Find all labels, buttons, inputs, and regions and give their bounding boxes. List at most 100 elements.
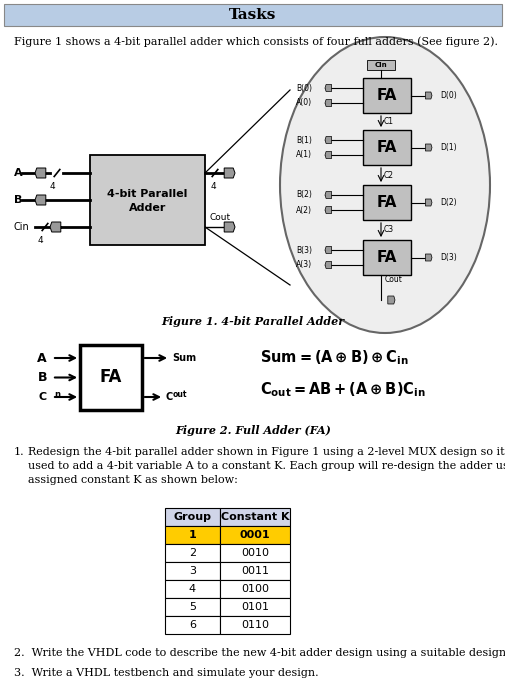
Text: D(0): D(0) <box>439 91 456 100</box>
Text: 3.  Write a VHDL testbench and simulate your design.: 3. Write a VHDL testbench and simulate y… <box>14 668 318 678</box>
Text: 5: 5 <box>189 602 195 612</box>
Polygon shape <box>324 262 331 269</box>
Polygon shape <box>324 206 331 214</box>
Bar <box>220 544 289 562</box>
Text: Figure 2. Full Adder (FA): Figure 2. Full Adder (FA) <box>175 425 330 436</box>
Polygon shape <box>387 296 394 304</box>
Text: B: B <box>37 371 47 384</box>
Text: C1: C1 <box>383 117 393 126</box>
Text: 1.: 1. <box>14 447 25 457</box>
Text: Adder: Adder <box>129 203 166 213</box>
Text: 4-bit Parallel: 4-bit Parallel <box>107 189 187 199</box>
Bar <box>362 185 410 220</box>
Bar <box>165 562 220 580</box>
Text: out: out <box>173 390 187 399</box>
Bar <box>80 345 142 410</box>
Text: 0010: 0010 <box>240 548 269 558</box>
Text: B: B <box>14 195 22 205</box>
Text: FA: FA <box>376 88 396 103</box>
Bar <box>362 130 410 165</box>
Text: C2: C2 <box>383 171 393 179</box>
Bar <box>362 240 410 275</box>
Text: FA: FA <box>376 250 396 265</box>
Bar <box>220 508 289 526</box>
Bar <box>220 526 289 544</box>
Bar <box>362 78 410 113</box>
Bar <box>220 598 289 616</box>
Text: 0110: 0110 <box>240 620 269 630</box>
Text: 0001: 0001 <box>239 530 270 540</box>
Polygon shape <box>324 99 331 106</box>
Text: Group: Group <box>173 512 211 522</box>
Text: 4: 4 <box>49 182 55 191</box>
Polygon shape <box>35 195 46 205</box>
Text: Figure 1. 4-bit Parallel Adder: Figure 1. 4-bit Parallel Adder <box>161 316 344 327</box>
Bar <box>366 60 394 70</box>
Bar <box>165 544 220 562</box>
Text: n: n <box>54 390 60 399</box>
Ellipse shape <box>279 37 489 333</box>
Polygon shape <box>35 168 46 178</box>
Text: Sum: Sum <box>172 353 196 363</box>
Text: A(2): A(2) <box>295 206 312 214</box>
Text: 0101: 0101 <box>240 602 269 612</box>
Text: A(0): A(0) <box>295 99 312 108</box>
Text: 4: 4 <box>37 236 43 245</box>
Text: 4: 4 <box>188 584 195 594</box>
Polygon shape <box>224 222 234 232</box>
Text: D(2): D(2) <box>439 198 456 207</box>
Text: D(1): D(1) <box>439 143 456 152</box>
Text: A: A <box>14 168 23 178</box>
Text: Figure 1 shows a 4-bit parallel adder which consists of four full adders (See fi: Figure 1 shows a 4-bit parallel adder wh… <box>14 36 497 47</box>
Text: Cin: Cin <box>14 222 30 232</box>
Bar <box>4 4 501 26</box>
Text: 2: 2 <box>188 548 195 558</box>
Text: C3: C3 <box>383 225 393 234</box>
Polygon shape <box>425 92 431 99</box>
Text: 2.  Write the VHDL code to describe the new 4-bit adder design using a suitable : 2. Write the VHDL code to describe the n… <box>14 648 505 658</box>
Text: A: A <box>37 351 47 365</box>
Text: 0011: 0011 <box>240 566 269 576</box>
Text: Constant K: Constant K <box>220 512 289 522</box>
Bar <box>90 155 205 245</box>
Text: D: D <box>225 168 234 178</box>
Text: D(3): D(3) <box>439 253 456 262</box>
Polygon shape <box>324 136 331 144</box>
Text: FA: FA <box>99 368 122 386</box>
Text: 3: 3 <box>189 566 195 576</box>
Bar <box>165 616 220 634</box>
Bar <box>220 562 289 580</box>
Text: Tasks: Tasks <box>229 8 276 22</box>
Bar <box>165 598 220 616</box>
Polygon shape <box>425 199 431 206</box>
Text: A(1): A(1) <box>295 150 312 160</box>
Polygon shape <box>324 246 331 253</box>
Text: 1: 1 <box>188 530 196 540</box>
Text: B(0): B(0) <box>295 83 312 92</box>
Polygon shape <box>324 151 331 158</box>
Text: C: C <box>39 392 47 402</box>
Text: $\mathbf{Sum = (A \oplus B) \oplus C_{in}}$: $\mathbf{Sum = (A \oplus B) \oplus C_{in… <box>260 349 408 368</box>
Text: B(3): B(3) <box>295 246 312 255</box>
Text: Redesign the 4-bit parallel adder shown in Figure 1 using a 2-level MUX design s: Redesign the 4-bit parallel adder shown … <box>28 447 505 485</box>
Polygon shape <box>425 254 431 261</box>
Text: CIn: CIn <box>374 62 386 68</box>
Text: FA: FA <box>376 140 396 155</box>
Bar <box>165 508 220 526</box>
Text: B(2): B(2) <box>295 190 312 199</box>
Text: B(1): B(1) <box>295 136 312 144</box>
Text: A(3): A(3) <box>295 260 312 270</box>
Text: 6: 6 <box>189 620 195 630</box>
Polygon shape <box>224 168 234 178</box>
Text: Cout: Cout <box>384 276 402 284</box>
Polygon shape <box>324 85 331 92</box>
Polygon shape <box>50 222 61 232</box>
Bar <box>220 580 289 598</box>
Bar <box>165 526 220 544</box>
Bar <box>165 580 220 598</box>
Text: C: C <box>166 392 173 402</box>
Text: Cout: Cout <box>210 213 231 221</box>
Polygon shape <box>425 144 431 151</box>
Bar <box>220 616 289 634</box>
Text: 0100: 0100 <box>240 584 269 594</box>
